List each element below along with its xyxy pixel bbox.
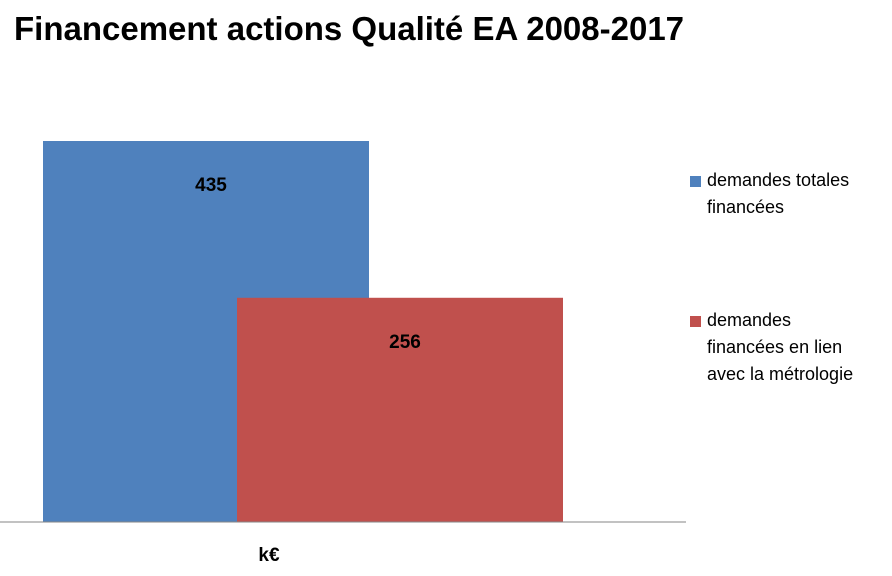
chart-title: Financement actions Qualité EA 2008-2017 [14, 10, 684, 47]
legend-item-2: demandes financées en lien avec la métrolo… [690, 310, 853, 384]
legend-swatch-2 [690, 316, 701, 327]
data-label-series-2: 256 [389, 332, 421, 353]
bar-series-2 [237, 297, 563, 522]
bars: 435 256 [43, 141, 563, 522]
legend-item-1: demandes totales financées [690, 170, 849, 217]
x-axis-label: k€ [258, 545, 280, 566]
legend-swatch-1 [690, 176, 701, 187]
legend: demandes totales financées demandes financé… [690, 170, 853, 384]
data-label-series-1: 435 [195, 175, 227, 196]
legend-label-1: demandes totales financées [707, 170, 849, 217]
legend-label-2: demandes financées en lien avec la métrolo… [707, 310, 853, 384]
